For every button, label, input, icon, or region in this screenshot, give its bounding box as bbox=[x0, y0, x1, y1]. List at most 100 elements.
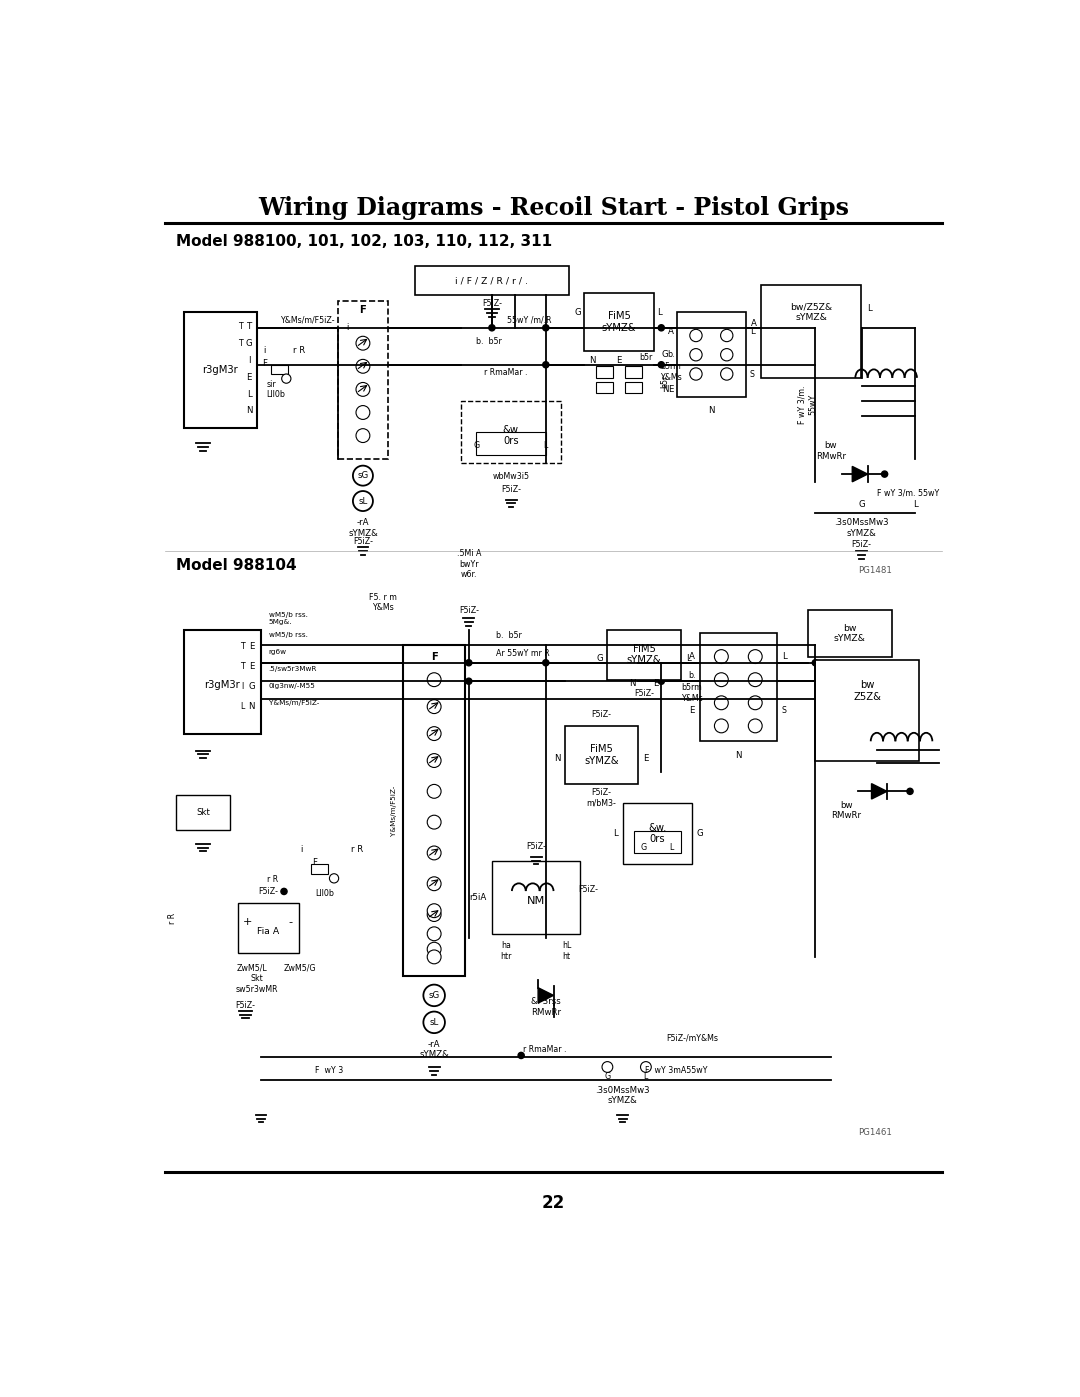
Bar bbox=[625, 381, 642, 393]
Text: E: E bbox=[667, 386, 673, 394]
Bar bbox=[700, 633, 777, 742]
Text: FiM5
sYMZ&: FiM5 sYMZ& bbox=[626, 644, 661, 665]
Text: wM5/b rss.: wM5/b rss. bbox=[269, 631, 308, 638]
Text: r RmaMar .: r RmaMar . bbox=[484, 367, 528, 377]
Text: F wY 3/m.
55wY: F wY 3/m. 55wY bbox=[798, 386, 818, 425]
Text: Y&Ms/m/F5iZ-: Y&Ms/m/F5iZ- bbox=[391, 785, 397, 835]
Text: N: N bbox=[735, 750, 742, 760]
Circle shape bbox=[428, 784, 441, 798]
Text: F: F bbox=[431, 651, 437, 662]
Circle shape bbox=[423, 1011, 445, 1034]
Text: ha: ha bbox=[501, 940, 511, 950]
Circle shape bbox=[748, 673, 762, 686]
Text: r R: r R bbox=[167, 912, 177, 923]
Text: S: S bbox=[782, 705, 787, 715]
Bar bbox=[176, 795, 230, 830]
Circle shape bbox=[690, 367, 702, 380]
Circle shape bbox=[428, 950, 441, 964]
Text: N: N bbox=[246, 407, 253, 415]
Text: A: A bbox=[751, 320, 757, 328]
Bar bbox=[625, 366, 642, 377]
Text: G: G bbox=[473, 441, 480, 450]
Circle shape bbox=[715, 673, 728, 686]
Bar bbox=[311, 865, 328, 873]
Text: L: L bbox=[644, 1071, 648, 1081]
Text: F5iZ-: F5iZ- bbox=[482, 299, 502, 307]
Circle shape bbox=[658, 678, 664, 685]
Text: Skt
sw5r3wMR: Skt sw5r3wMR bbox=[235, 974, 279, 993]
Bar bbox=[184, 313, 257, 427]
Text: i / F / Z / R / r / .: i / F / Z / R / r / . bbox=[456, 277, 528, 285]
Text: LII0b: LII0b bbox=[314, 890, 334, 898]
Bar bbox=[761, 285, 862, 377]
Text: G: G bbox=[596, 654, 603, 664]
Circle shape bbox=[428, 942, 441, 956]
Circle shape bbox=[423, 985, 445, 1006]
Text: F5iZ-: F5iZ- bbox=[501, 485, 522, 495]
Text: E: E bbox=[246, 373, 252, 381]
Text: wbMw3i5: wbMw3i5 bbox=[492, 472, 529, 481]
Text: r R: r R bbox=[294, 346, 306, 355]
Text: S: S bbox=[750, 369, 755, 379]
Text: &w.
0rs: &w. 0rs bbox=[648, 823, 666, 845]
Text: L: L bbox=[782, 652, 787, 661]
Text: NM: NM bbox=[527, 895, 545, 907]
Text: F5iZ-: F5iZ- bbox=[353, 538, 373, 546]
Circle shape bbox=[356, 383, 369, 397]
Text: E: E bbox=[652, 679, 659, 689]
Text: 0ig3nw/-M55: 0ig3nw/-M55 bbox=[269, 683, 315, 689]
Text: Ar 55wY mr R: Ar 55wY mr R bbox=[496, 650, 550, 658]
Text: PG1461: PG1461 bbox=[859, 1127, 892, 1137]
Text: PG1481: PG1481 bbox=[859, 566, 892, 574]
Circle shape bbox=[543, 362, 549, 367]
Circle shape bbox=[282, 374, 291, 383]
Circle shape bbox=[748, 650, 762, 664]
Text: L: L bbox=[543, 441, 548, 450]
Polygon shape bbox=[872, 784, 887, 799]
Circle shape bbox=[353, 490, 373, 511]
Text: wM5/b rss.
5Mg&.: wM5/b rss. 5Mg&. bbox=[269, 612, 308, 624]
Text: b.: b. bbox=[688, 672, 696, 680]
Text: .5Mi A
bwYr
w6r.: .5Mi A bwYr w6r. bbox=[457, 549, 481, 580]
Text: Model 988104: Model 988104 bbox=[176, 559, 297, 573]
Text: b5rm: b5rm bbox=[660, 362, 680, 370]
Circle shape bbox=[543, 659, 549, 666]
Text: sG: sG bbox=[357, 471, 368, 481]
Text: b.: b. bbox=[666, 351, 674, 359]
Circle shape bbox=[812, 659, 819, 666]
Text: b5rm: b5rm bbox=[681, 683, 702, 692]
Text: T: T bbox=[246, 321, 252, 331]
Text: Y&Ms: Y&Ms bbox=[681, 694, 703, 704]
Text: r3gM3r: r3gM3r bbox=[203, 365, 239, 376]
Text: L: L bbox=[867, 305, 872, 313]
Circle shape bbox=[518, 1052, 524, 1059]
Circle shape bbox=[356, 359, 369, 373]
Text: sir
LII0b: sir LII0b bbox=[267, 380, 285, 400]
Circle shape bbox=[428, 816, 441, 828]
Text: F5iZ-: F5iZ- bbox=[634, 689, 654, 698]
Text: ht: ht bbox=[563, 953, 570, 961]
Circle shape bbox=[428, 847, 441, 861]
Text: T: T bbox=[238, 321, 243, 331]
Text: rg6w: rg6w bbox=[269, 650, 286, 655]
Text: I: I bbox=[241, 682, 244, 692]
Text: L: L bbox=[240, 703, 244, 711]
Text: bw
RMwRr: bw RMwRr bbox=[832, 800, 861, 820]
Circle shape bbox=[353, 465, 373, 486]
Text: FiM5
sYMZ&: FiM5 sYMZ& bbox=[584, 745, 619, 766]
Text: N: N bbox=[662, 386, 669, 394]
Text: E: E bbox=[248, 662, 255, 671]
Circle shape bbox=[658, 659, 664, 666]
Text: F: F bbox=[262, 359, 267, 369]
Circle shape bbox=[715, 719, 728, 733]
Text: b5r: b5r bbox=[661, 374, 670, 388]
Text: .5/sw5r3MwR: .5/sw5r3MwR bbox=[269, 666, 316, 672]
Text: G: G bbox=[859, 500, 865, 510]
Text: 22: 22 bbox=[542, 1194, 565, 1213]
Circle shape bbox=[428, 673, 441, 686]
Text: &i 3rss
RMwRr: &i 3rss RMwRr bbox=[530, 997, 561, 1017]
Circle shape bbox=[748, 696, 762, 710]
Text: &w.
0rs: &w. 0rs bbox=[502, 425, 521, 447]
Text: G: G bbox=[697, 830, 703, 838]
Text: E: E bbox=[248, 643, 255, 651]
